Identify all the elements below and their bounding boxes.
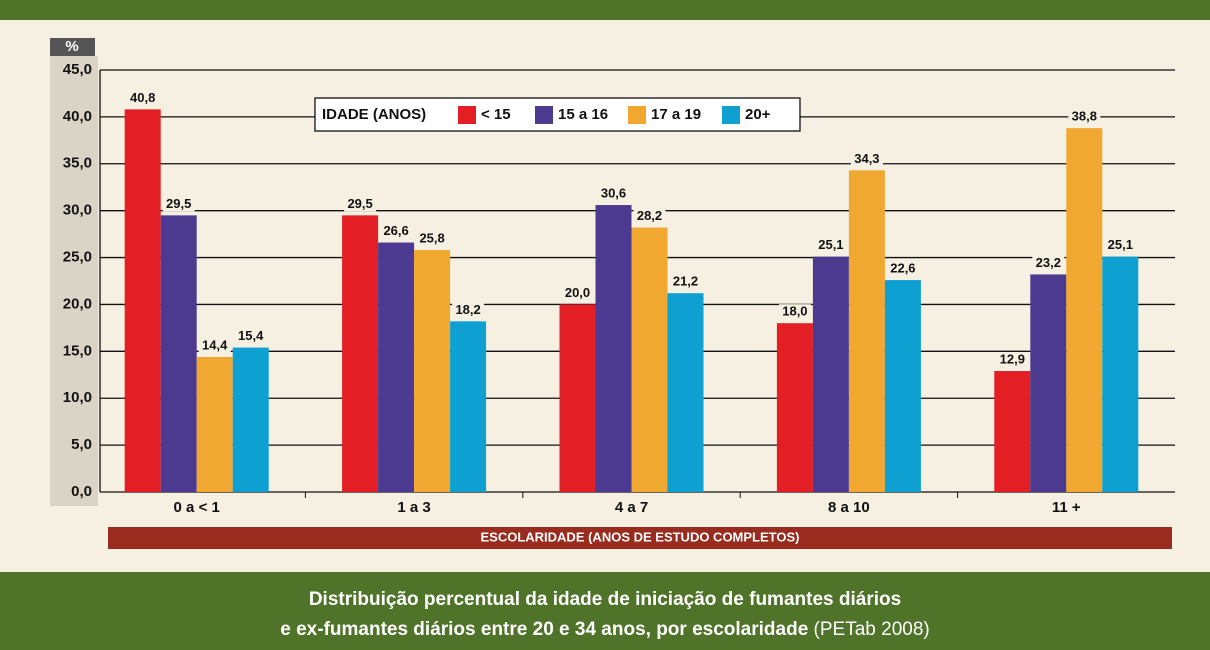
data-label: 25,1 bbox=[818, 237, 843, 252]
label-bg bbox=[344, 196, 377, 212]
data-label: 40,8 bbox=[130, 90, 155, 105]
legend-swatch bbox=[722, 106, 740, 124]
bar bbox=[559, 304, 596, 492]
bar bbox=[667, 293, 704, 492]
legend-swatch bbox=[535, 106, 553, 124]
legend-title: IDADE (ANOS) bbox=[322, 106, 426, 123]
label-bg bbox=[778, 304, 811, 320]
legend-label: 17 a 19 bbox=[651, 106, 701, 123]
y-tick-label: 5,0 bbox=[71, 436, 92, 453]
bar bbox=[595, 205, 632, 493]
data-label: 18,0 bbox=[782, 304, 807, 319]
data-label: 20,0 bbox=[565, 285, 590, 300]
caption-line: Distribuição percentual da idade de inic… bbox=[309, 589, 901, 610]
data-label: 23,2 bbox=[1036, 255, 1061, 270]
label-bg bbox=[162, 196, 195, 212]
label-bg bbox=[669, 274, 702, 290]
y-tick-label: 15,0 bbox=[63, 342, 92, 359]
caption-line: e ex-fumantes diários entre 20 e 34 anos… bbox=[280, 619, 808, 640]
y-tick-label: 45,0 bbox=[63, 61, 92, 78]
bar bbox=[1102, 256, 1139, 492]
y-tick-label: 0,0 bbox=[71, 483, 92, 500]
label-bg bbox=[633, 208, 666, 224]
legend-label: 15 a 16 bbox=[558, 106, 608, 123]
y-unit-box bbox=[50, 38, 95, 56]
bar bbox=[776, 323, 813, 492]
data-label: 18,2 bbox=[455, 302, 480, 317]
x-label-band bbox=[108, 527, 1172, 549]
data-label: 15,4 bbox=[238, 328, 264, 343]
caption-line: e ex-fumantes diários entre 20 e 34 anos… bbox=[280, 619, 929, 640]
bar bbox=[232, 347, 269, 492]
data-label: 21,2 bbox=[673, 274, 698, 289]
bar bbox=[342, 215, 379, 492]
x-tick-label: 11 + bbox=[1052, 499, 1081, 516]
y-tick-label: 25,0 bbox=[63, 249, 92, 266]
data-label: 29,5 bbox=[166, 196, 191, 211]
y-axis-label: % bbox=[65, 38, 78, 55]
label-bg bbox=[886, 261, 919, 277]
legend-swatch bbox=[628, 106, 646, 124]
data-label: 12,9 bbox=[1000, 351, 1025, 366]
label-bg bbox=[380, 223, 413, 239]
label-bg bbox=[416, 231, 449, 247]
label-bg bbox=[126, 90, 159, 106]
bar bbox=[631, 227, 668, 492]
legend-box bbox=[314, 97, 801, 132]
data-label: 29,5 bbox=[347, 196, 372, 211]
top-band bbox=[0, 0, 1210, 20]
bar bbox=[1066, 128, 1103, 493]
label-bg bbox=[996, 352, 1029, 368]
legend-swatch bbox=[458, 106, 476, 124]
y-tick-label: 40,0 bbox=[63, 108, 92, 125]
data-label: 38,8 bbox=[1072, 109, 1097, 124]
label-bg bbox=[198, 337, 231, 353]
legend-label: < 15 bbox=[481, 106, 511, 123]
x-tick-label: 4 a 7 bbox=[615, 499, 648, 516]
plot: 0,0 5,0 10,0 15,0 20,0 25,0 30,0 35,0 40,0 45,0 0 … bbox=[63, 61, 1175, 516]
data-label: 34,3 bbox=[854, 151, 879, 166]
label-bg bbox=[597, 186, 630, 202]
x-tick-label: 0 a < 1 bbox=[174, 499, 220, 516]
bar bbox=[378, 242, 415, 492]
x-tick-label: 8 a 10 bbox=[828, 499, 870, 516]
bar bbox=[1030, 274, 1067, 492]
caption-source: (PETab 2008) bbox=[814, 619, 930, 640]
label-bg bbox=[1032, 255, 1065, 271]
data-label: 14,4 bbox=[202, 337, 228, 352]
x-tick-label: 1 a 3 bbox=[397, 499, 430, 516]
label-bg bbox=[814, 237, 847, 253]
y-tick-label: 20,0 bbox=[63, 295, 92, 312]
label-bg bbox=[1104, 237, 1137, 253]
bar bbox=[124, 109, 161, 493]
label-bg bbox=[452, 302, 485, 318]
y-tick-label: 30,0 bbox=[63, 202, 92, 219]
label-bg bbox=[850, 151, 883, 167]
y-tick-label: 10,0 bbox=[63, 389, 92, 406]
bar bbox=[196, 356, 233, 492]
y-tick-label: 35,0 bbox=[63, 155, 92, 172]
data-label: 22,6 bbox=[890, 260, 915, 275]
y-label-column bbox=[50, 56, 98, 506]
bar bbox=[884, 280, 921, 492]
bar bbox=[450, 321, 487, 492]
bar bbox=[414, 250, 451, 492]
data-label: 30,6 bbox=[601, 185, 626, 200]
bar bbox=[812, 256, 849, 492]
legend-label: 20+ bbox=[745, 106, 771, 123]
data-label: 25,8 bbox=[419, 230, 444, 245]
data-label: 28,2 bbox=[637, 208, 662, 223]
data-label: 25,1 bbox=[1108, 237, 1133, 252]
label-bg bbox=[1068, 109, 1101, 125]
x-axis-label: ESCOLARIDADE (ANOS DE ESTUDO COMPLETOS) bbox=[480, 529, 799, 544]
bar bbox=[160, 215, 197, 492]
label-bg bbox=[234, 328, 267, 344]
bar bbox=[848, 170, 885, 492]
data-label: 26,6 bbox=[383, 223, 408, 238]
label-bg bbox=[561, 285, 594, 301]
caption-band bbox=[0, 572, 1210, 650]
bar bbox=[994, 371, 1031, 492]
